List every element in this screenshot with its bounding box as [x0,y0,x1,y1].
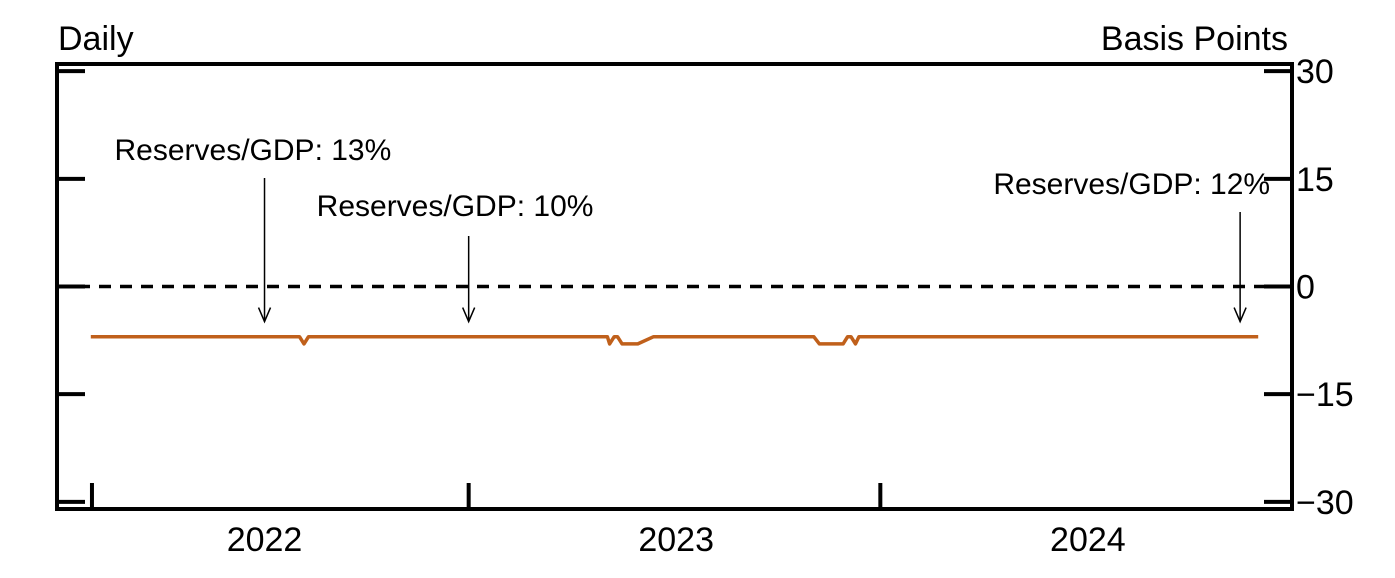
y-tick-label: 15 [1296,161,1334,199]
series-line-0 [90,334,1259,346]
annotation-label: Reserves/GDP: 13% [115,134,392,167]
y-tick-label: 0 [1296,269,1315,307]
x-tick-label: 2022 [227,521,303,559]
annotation-arrow-head [461,307,476,324]
right-unit-label: Basis Points [1101,20,1288,58]
y-tick-label: −15 [1296,376,1354,414]
y-tick-label: −30 [1296,484,1354,522]
axis-layer: 30 15 0 −15 −30 2022 2023 2024 [55,53,1354,559]
y-tick-label: 30 [1296,53,1334,91]
left-unit-label: Daily [58,20,134,58]
series-layer [90,334,1259,346]
x-tick-label: 2023 [638,521,714,559]
annotation-arrow-head [1233,307,1247,324]
annotation-label: Reserves/GDP: 12% [993,168,1270,201]
annotation-label: Reserves/GDP: 10% [317,190,594,223]
annotation-arrow-head [257,307,272,324]
x-tick-label: 2024 [1050,521,1126,559]
annotation-layer: Reserves/GDP: 13% Reserves/GDP: 10% Reserv… [115,134,1270,324]
